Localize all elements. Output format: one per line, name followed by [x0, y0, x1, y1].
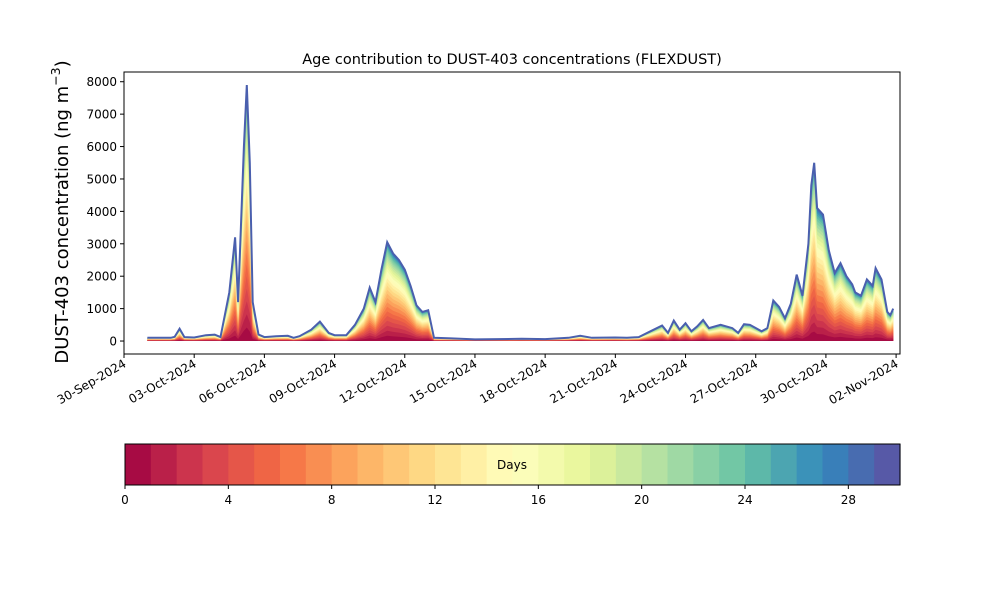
colorbar-segment: [280, 444, 307, 485]
colorbar-segment: [176, 444, 204, 485]
svg-text:DUST-403 concentration (ng m−3: DUST-403 concentration (ng m−3): [48, 60, 73, 363]
y-axis-label: DUST-403 concentration (ng m−3): [48, 60, 73, 363]
age-band-28-29-days: [147, 86, 894, 341]
y-tick-label: 3000: [86, 237, 117, 251]
age-band-20-21-days: [147, 122, 894, 341]
y-axis-ticks: 0 1000 2000 3000 4000 5000 6000 7000 8000: [86, 75, 124, 349]
colorbar-segment: [796, 444, 824, 485]
colorbar-segment: [770, 444, 798, 485]
colorbar-segment: [254, 444, 281, 485]
x-tick-label: 27-Oct-2024: [688, 356, 760, 406]
colorbar-tick-label: 16: [531, 493, 546, 507]
colorbar-ticks: 0 4 8 12 16 20 24 28: [121, 485, 856, 507]
x-axis-ticks: 30-Sep-202403-Oct-202406-Oct-202409-Oct-…: [55, 354, 901, 407]
age-band-26-27-days: [147, 91, 894, 342]
x-tick-label: 03-Oct-2024: [126, 356, 198, 406]
colorbar-segment: [641, 444, 669, 485]
plot-area: [147, 84, 895, 342]
colorbar-segment: [150, 444, 178, 485]
colorbar-segment: [667, 444, 694, 485]
x-tick-label: 18-Oct-2024: [477, 356, 549, 406]
age-band-24-25-days: [147, 99, 894, 341]
colorbar-segment: [202, 444, 229, 485]
colorbar-segment: [512, 444, 539, 485]
x-tick-label: 06-Oct-2024: [196, 356, 268, 406]
colorbar-segment: [460, 444, 488, 485]
age-band-29-30-days: [147, 85, 894, 341]
total-concentration-line: [147, 84, 895, 341]
colorbar-segment: [745, 444, 772, 485]
age-band-21-22-days: [147, 115, 894, 342]
y-tick-label: 4000: [86, 205, 117, 219]
x-tick-label: 24-Oct-2024: [618, 356, 690, 406]
colorbar-segment: [538, 444, 565, 485]
y-tick-label: 0: [109, 335, 117, 349]
age-band-23-24-days: [147, 104, 894, 341]
x-tick-label: 02-Nov-2024: [826, 356, 900, 407]
y-tick-label: 2000: [86, 270, 117, 284]
colorbar-label: Days: [497, 458, 527, 472]
colorbar-tick-label: 4: [225, 493, 233, 507]
y-tick-label: 7000: [86, 108, 117, 122]
y-axis-label-main: DUST-403 concentration (ng m: [52, 86, 73, 364]
colorbar-tick-label: 8: [328, 493, 336, 507]
y-axis-label-close: ): [52, 60, 73, 67]
colorbar-segment: [564, 444, 591, 485]
x-tick-label: 12-Oct-2024: [337, 356, 409, 406]
colorbar: [125, 444, 901, 485]
age-band-22-23-days: [147, 109, 894, 342]
colorbar-segment: [228, 444, 255, 485]
y-axis-label-exponent: −3: [48, 67, 63, 85]
colorbar-frame: [124, 443, 901, 486]
colorbar-segment: [874, 444, 901, 485]
age-band-27-28-days: [147, 88, 894, 341]
colorbar-segment: [383, 444, 410, 485]
colorbar-segment: [435, 444, 462, 485]
colorbar-tick-label: 28: [841, 493, 856, 507]
colorbar-segment: [125, 444, 152, 485]
colorbar-segment: [719, 444, 746, 485]
x-tick-label: 15-Oct-2024: [407, 356, 479, 406]
age-band-25-26-days: [147, 95, 894, 341]
y-tick-label: 5000: [86, 172, 117, 186]
chart-title: Age contribution to DUST-403 concentrati…: [302, 52, 722, 68]
x-tick-label: 21-Oct-2024: [547, 356, 619, 406]
colorbar-tick-label: 20: [634, 493, 649, 507]
y-tick-label: 1000: [86, 302, 117, 316]
colorbar-tick-label: 0: [121, 493, 129, 507]
colorbar-segment: [848, 444, 875, 485]
colorbar-tick-label: 24: [737, 493, 752, 507]
x-tick-label: 30-Oct-2024: [758, 356, 830, 406]
age-band-0-1-days: [147, 327, 894, 341]
colorbar-segment: [357, 444, 384, 485]
colorbar-segment: [693, 444, 720, 485]
y-tick-label: 8000: [86, 75, 117, 89]
colorbar-segment: [409, 444, 436, 485]
colorbar-segment: [615, 444, 643, 485]
x-tick-label: 09-Oct-2024: [267, 356, 339, 406]
colorbar-segment: [590, 444, 617, 485]
y-tick-label: 6000: [86, 140, 117, 154]
axes-frame: [123, 71, 901, 355]
colorbar-segment: [822, 444, 849, 485]
colorbar-segment: [305, 444, 333, 485]
colorbar-segment: [331, 444, 359, 485]
colorbar-segment: [486, 444, 514, 485]
colorbar-tick-label: 12: [427, 493, 442, 507]
